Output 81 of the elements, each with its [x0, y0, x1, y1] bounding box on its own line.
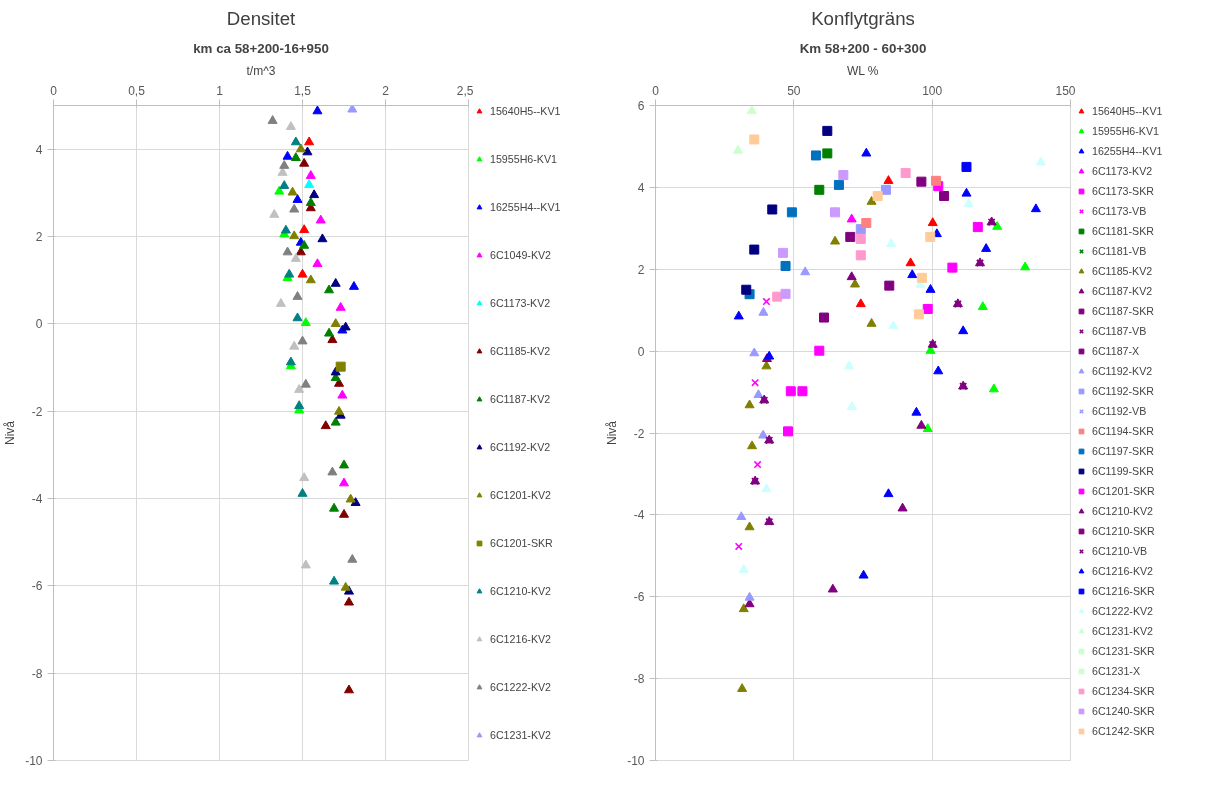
- x-axis-title: t/m^3: [246, 63, 276, 78]
- legend-label: 15640H5--KV1: [490, 105, 561, 117]
- y-tick-label: -10: [25, 754, 43, 768]
- x-tick-label: 0: [652, 83, 660, 98]
- legend-label: 6C1192-SKR: [1092, 385, 1154, 397]
- x-tick-label: 0: [50, 83, 58, 98]
- legend-label: 16255H4--KV1: [1092, 145, 1163, 157]
- legend-label: 6C1187-VB: [1092, 325, 1147, 337]
- y-tick-label: 6: [637, 99, 645, 113]
- legend-label: 6C1231-KV2: [490, 729, 552, 741]
- legend-label: 6C1231-KV2: [1092, 625, 1154, 637]
- legend-label: 6C1192-VB: [1092, 405, 1147, 417]
- y-tick-label: -8: [31, 666, 43, 681]
- x-tick-label: 100: [922, 83, 943, 98]
- legend-label: 6C1192-KV2: [490, 441, 551, 453]
- legend-label: 6C1199-SKR: [1092, 465, 1154, 477]
- legend-label: 6C1173-VB: [1092, 205, 1147, 217]
- legend-label: 6C1192-KV2: [1092, 365, 1153, 377]
- legend-label: 6C1181-SKR: [1092, 225, 1154, 237]
- x-tick-label: 1: [216, 83, 224, 98]
- legend-label: 15955H6-KV1: [490, 153, 557, 165]
- legend-label: 6C1187-X: [1092, 345, 1140, 357]
- legend-label: 6C1210-KV2: [490, 585, 552, 597]
- y-tick-label: 2: [35, 230, 43, 244]
- x-tick-label: 2: [382, 83, 390, 98]
- y-tick-label: -6: [31, 579, 43, 594]
- legend-label: 6C1173-SKR: [1092, 185, 1154, 197]
- y-tick-label: 4: [637, 180, 645, 195]
- legend-label: 6C1231-X: [1092, 665, 1140, 677]
- chart-subtitle: km ca 58+200-16+950: [193, 40, 329, 56]
- legend-label: 6C1173-KV2: [490, 297, 551, 309]
- x-tick-label: 2,5: [456, 83, 474, 98]
- legend-label: 6C1187-KV2: [1092, 285, 1153, 297]
- y-tick-label: -2: [633, 426, 645, 441]
- legend-label: 6C1201-SKR: [1092, 485, 1155, 497]
- legend-label: 6C1222-KV2: [1092, 605, 1154, 617]
- x-axis-title: WL %: [847, 63, 879, 78]
- legend-label: 6C1194-SKR: [1092, 425, 1154, 437]
- legend-label: 6C1242-SKR: [1092, 725, 1155, 737]
- legend-label: 6C1187-KV2: [490, 393, 551, 405]
- legend-label: 6C1201-KV2: [490, 489, 552, 501]
- y-tick-label: -6: [633, 590, 645, 605]
- legend-label: 15640H5--KV1: [1092, 105, 1163, 117]
- y-tick-label: -2: [31, 404, 43, 419]
- legend-label: 6C1216-KV2: [490, 633, 552, 645]
- x-tick-label: 150: [1055, 83, 1076, 98]
- legend-label: 6C1173-KV2: [1092, 165, 1153, 177]
- legend-label: 15955H6-KV1: [1092, 125, 1159, 137]
- x-tick-label: 1,5: [294, 83, 312, 98]
- legend-label: 6C1240-SKR: [1092, 705, 1155, 717]
- legend-label: 6C1210-SKR: [1092, 525, 1155, 537]
- y-tick-label: 4: [35, 142, 43, 157]
- x-tick-label: 0,5: [128, 83, 146, 98]
- x-tick-label: 50: [787, 83, 801, 98]
- legend-label: 6C1222-KV2: [490, 681, 552, 693]
- legend-label: 6C1185-KV2: [490, 345, 551, 357]
- y-tick-label: -10: [627, 754, 645, 768]
- legend-label: 6C1210-VB: [1092, 545, 1148, 557]
- legend-label: 6C1210-KV2: [1092, 505, 1154, 517]
- legend-label: 6C1187-SKR: [1092, 305, 1154, 317]
- legend-label: 6C1181-VB: [1092, 245, 1147, 257]
- y-axis-title: Nivå: [605, 420, 620, 445]
- y-axis-title: Nivå: [3, 420, 18, 445]
- legend-label: 6C1197-SKR: [1092, 445, 1154, 457]
- legend-label: 6C1216-KV2: [1092, 565, 1154, 577]
- legend-label: 16255H4--KV1: [490, 201, 561, 213]
- legend-label: 6C1185-KV2: [1092, 265, 1153, 277]
- y-tick-label: -4: [31, 492, 43, 506]
- y-tick-label: 2: [637, 262, 645, 277]
- chart-title: Konflytgräns: [811, 7, 915, 29]
- chart-subtitle: Km 58+200 - 60+300: [799, 40, 927, 56]
- y-tick-label: 0: [35, 317, 43, 332]
- legend-label: 6C1049-KV2: [490, 249, 552, 261]
- legend-label: 6C1201-SKR: [490, 537, 553, 549]
- legend-label: 6C1234-SKR: [1092, 685, 1155, 697]
- chart-title: Densitet: [226, 7, 297, 29]
- y-tick-label: -8: [633, 672, 645, 687]
- y-tick-label: 0: [637, 344, 645, 359]
- y-tick-label: -4: [633, 508, 645, 523]
- legend-label: 6C1231-SKR: [1092, 645, 1155, 657]
- legend-label: 6C1216-SKR: [1092, 585, 1155, 597]
